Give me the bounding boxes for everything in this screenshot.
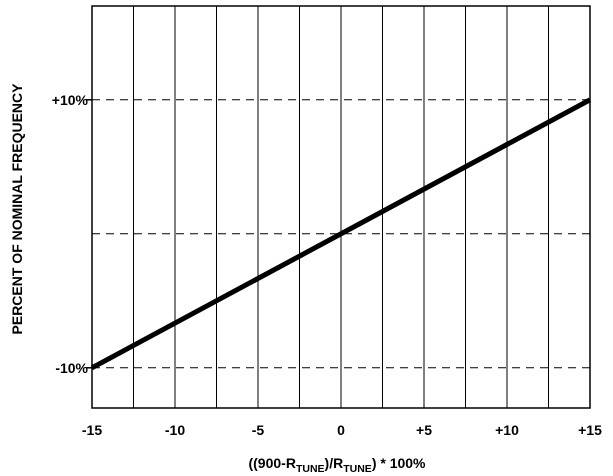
y-axis-label: PERCENT OF NOMINAL FREQUENCY xyxy=(9,83,25,335)
plot-frame xyxy=(91,5,591,409)
x-axis-label-part: ((900-R xyxy=(248,455,295,471)
x-axis-label-part: )/R xyxy=(325,455,344,471)
series-layer xyxy=(90,97,592,371)
x-tick-label: 0 xyxy=(337,422,345,438)
x-axis-label-subscript: TUNE xyxy=(343,463,372,475)
x-axis-label-part: ) * 100% xyxy=(372,455,426,471)
x-axis-label: ((900-RTUNE)/RTUNE) * 100% xyxy=(248,455,426,475)
x-tick-label: -15 xyxy=(82,422,102,438)
series-line xyxy=(90,97,592,371)
x-tick-labels: -15 -10 -5 0 +5 +10 +15 xyxy=(82,422,602,438)
y-tick-labels: +10% -10% xyxy=(52,92,92,376)
x-tick-label: +5 xyxy=(416,422,432,438)
vertical-gridlines xyxy=(133,6,549,408)
x-tick-label: -5 xyxy=(252,422,265,438)
y-tick-label: -10% xyxy=(55,360,88,376)
x-tick-label: +10 xyxy=(495,422,519,438)
x-axis-label-subscript: TUNE xyxy=(296,463,325,475)
y-tick-label: +10% xyxy=(52,92,89,108)
x-tick-label: -10 xyxy=(165,422,185,438)
x-tick-label: +15 xyxy=(578,422,602,438)
